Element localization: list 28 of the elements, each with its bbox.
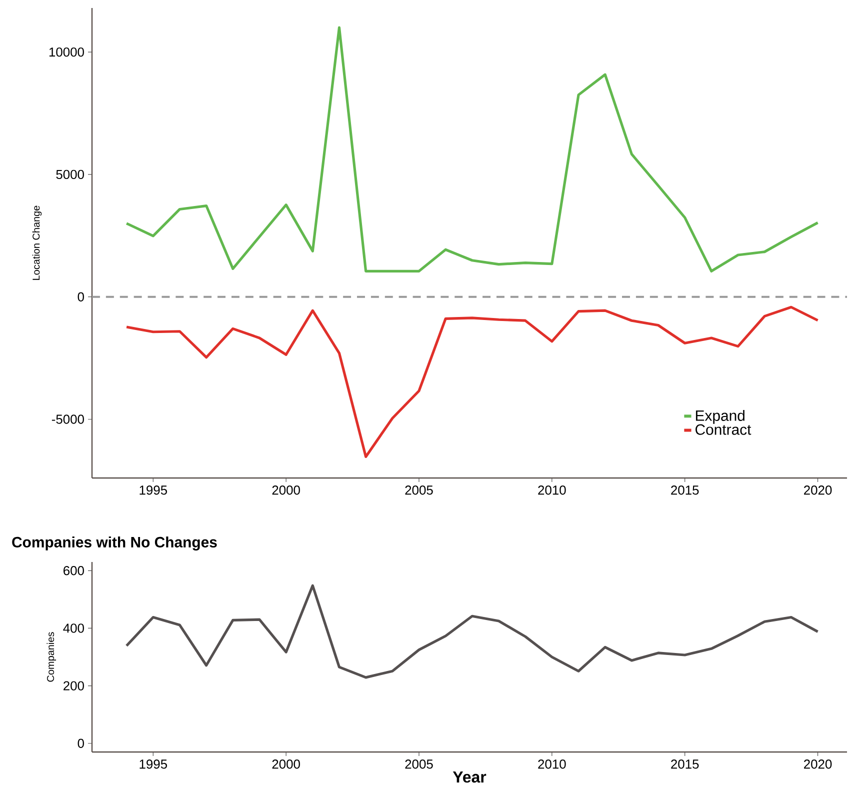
y-tick-label: 600 xyxy=(64,566,84,576)
x-tick-label: 2010 xyxy=(538,760,566,769)
x-tick-label: 2020 xyxy=(804,760,832,769)
legend-label: Expand xyxy=(696,410,744,424)
y-tick-label: 0 xyxy=(78,292,84,302)
x-tick-label: 2020 xyxy=(804,486,832,495)
x-tick-label: 2015 xyxy=(671,760,699,769)
line-series xyxy=(125,306,820,458)
y-axis-title: Location Change xyxy=(32,206,42,280)
y-axis-title: Companies xyxy=(46,632,56,682)
chart-title: Companies with No Changes xyxy=(12,536,217,551)
line-series xyxy=(125,584,820,679)
y-tick-label: -5000 xyxy=(52,414,84,424)
legend-label: Contract xyxy=(696,424,752,435)
y-tick-label: 0 xyxy=(78,738,84,748)
x-tick-label: 2005 xyxy=(405,760,433,769)
x-tick-label: 2010 xyxy=(538,486,566,495)
y-tick-label: 10000 xyxy=(49,47,84,57)
x-tick-label: 1995 xyxy=(140,486,167,495)
y-tick-label: 200 xyxy=(64,681,84,690)
y-tick-label: 400 xyxy=(63,624,84,633)
x-tick-label: 1995 xyxy=(140,760,167,769)
x-tick-label: 2005 xyxy=(405,486,433,495)
x-axis-title: Year xyxy=(452,772,486,783)
x-tick-label: 2000 xyxy=(272,760,300,769)
x-tick-label: 2015 xyxy=(671,486,699,495)
y-tick-label: 5000 xyxy=(56,170,84,180)
x-tick-label: 2000 xyxy=(272,486,300,495)
